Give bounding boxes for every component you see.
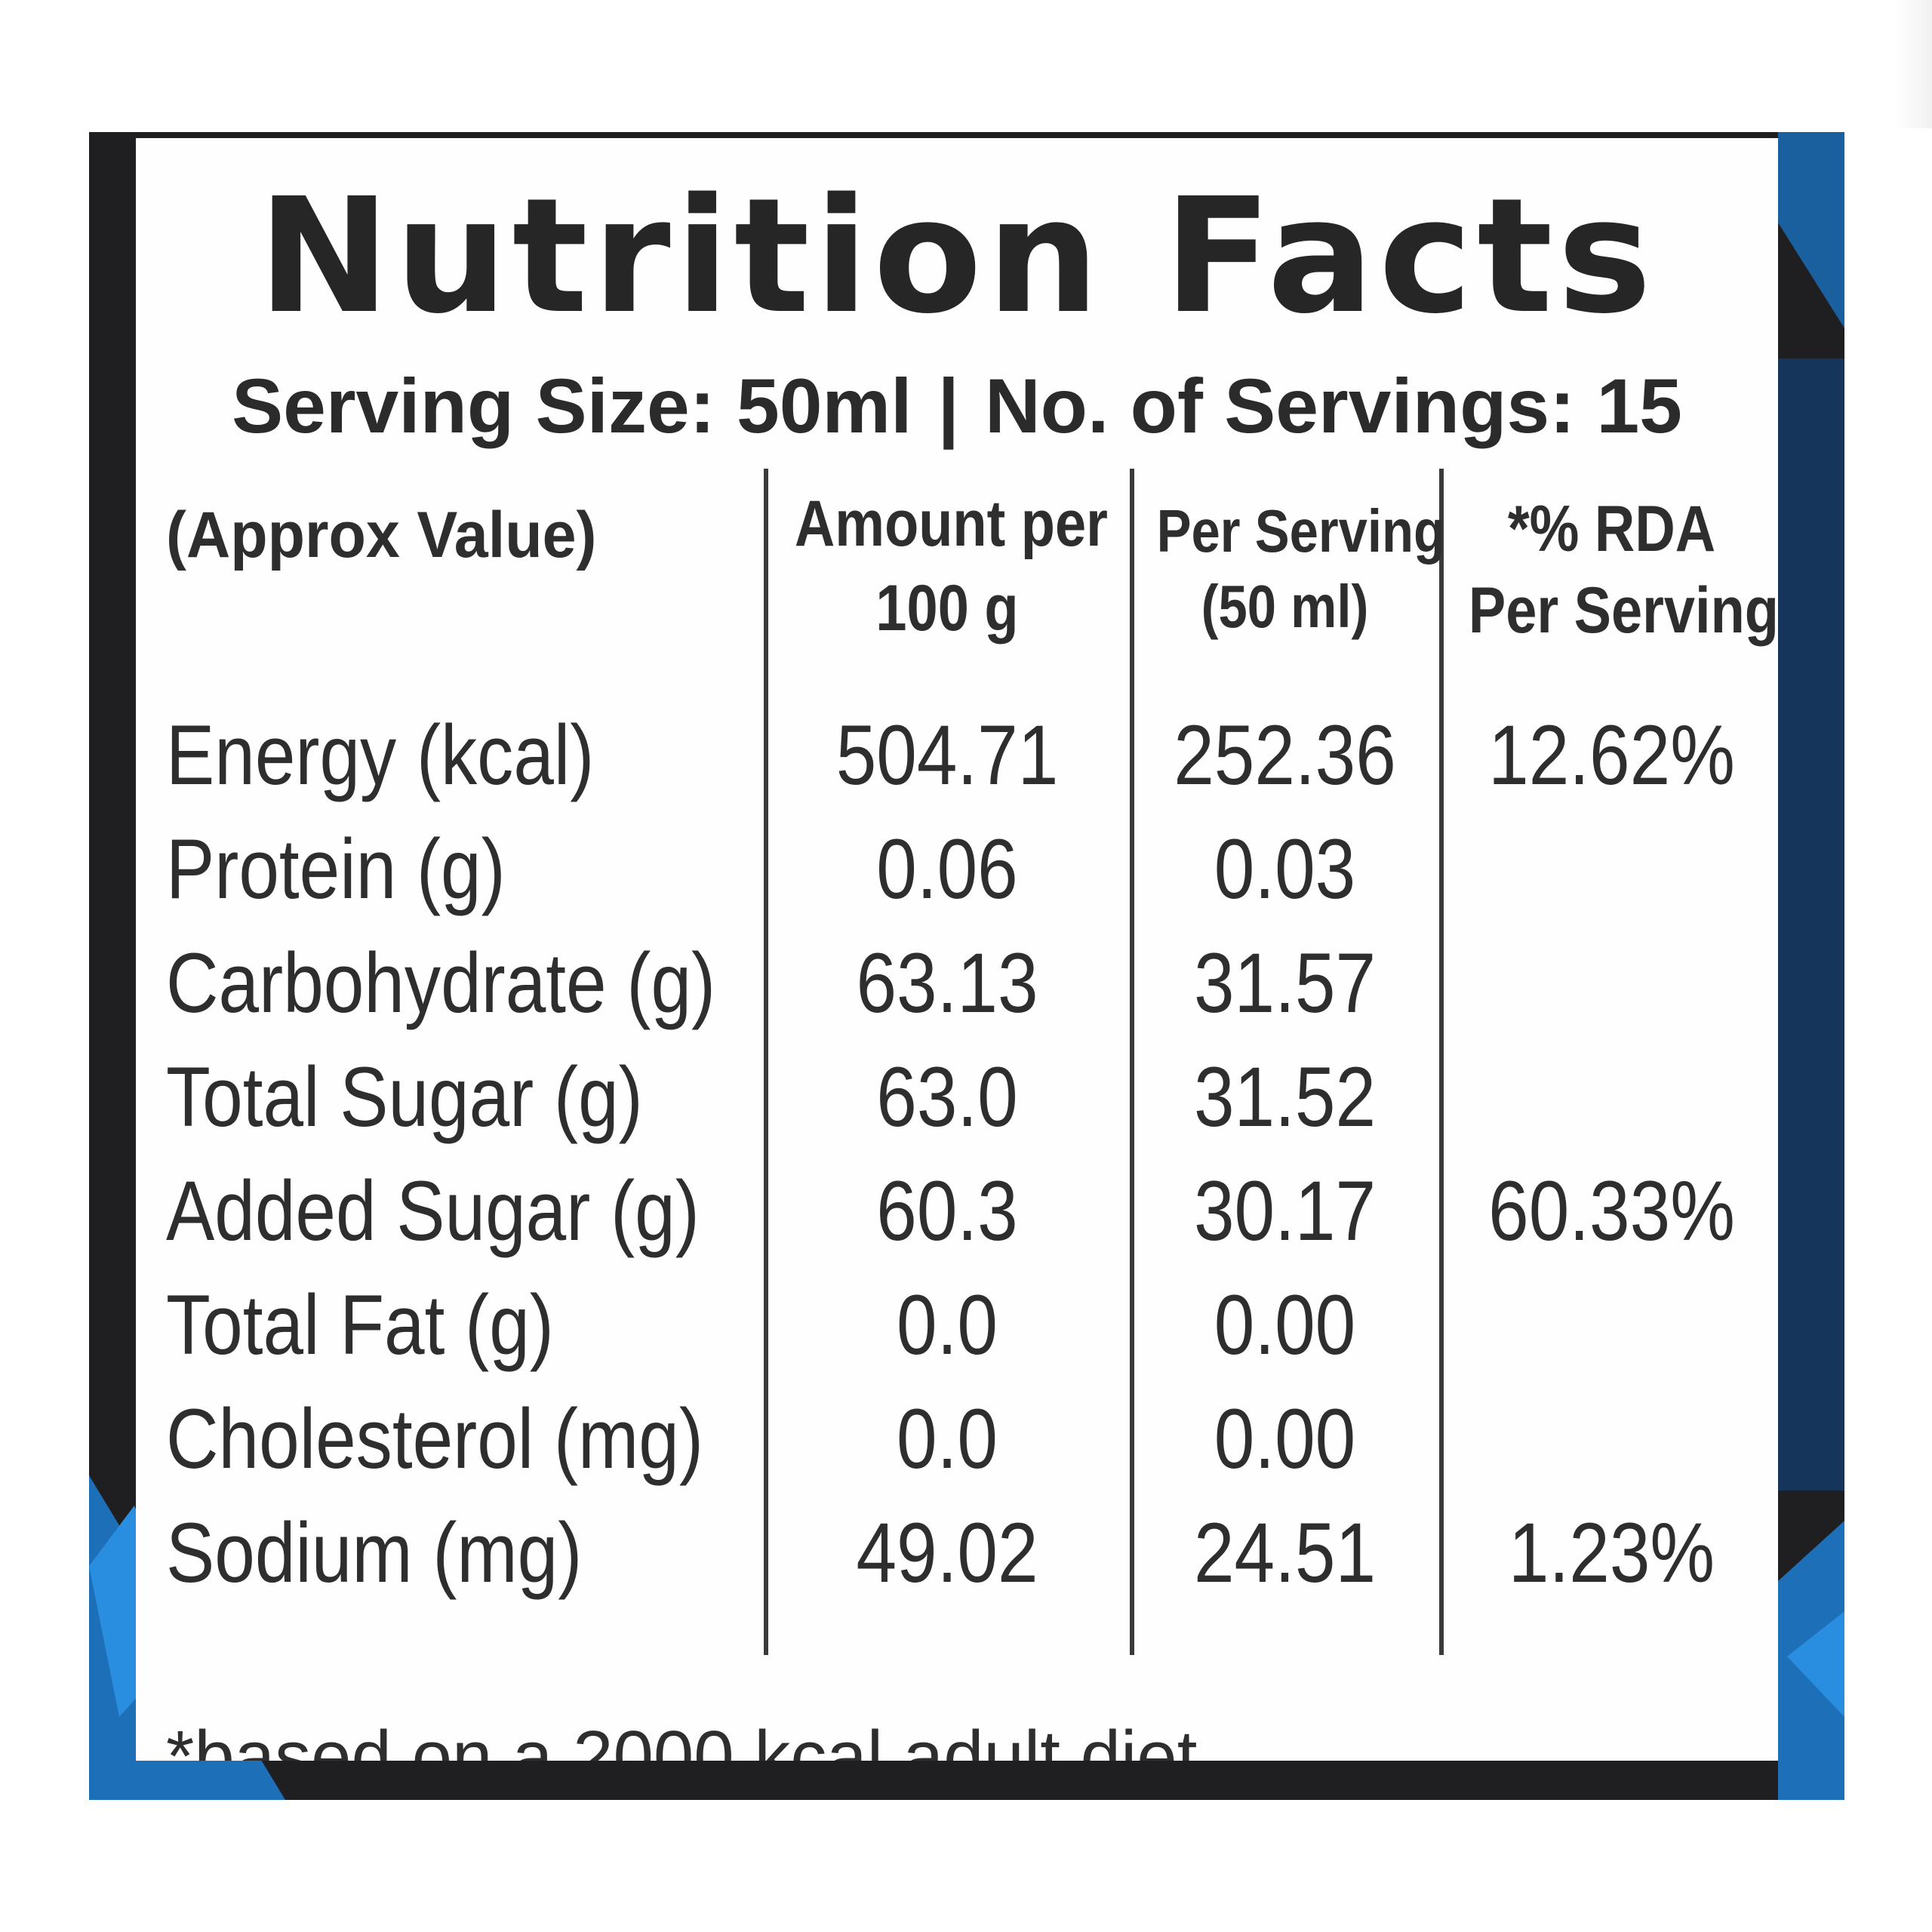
value-rda: 1.23% xyxy=(1508,1506,1715,1600)
value-per-serving: 0.00 xyxy=(1214,1392,1356,1486)
value-per-100g: 60.3 xyxy=(876,1164,1018,1258)
footnote: *based on a 2000 kcal adult diet xyxy=(166,1716,1198,1761)
value-per-100g: 63.13 xyxy=(856,936,1038,1030)
background-edge xyxy=(1894,0,1932,128)
header-rda-line2: Per Serving xyxy=(1468,574,1778,647)
value-per-serving: 0.03 xyxy=(1214,822,1356,916)
value-per-serving: 30.17 xyxy=(1193,1164,1377,1258)
value-per-100g: 0.06 xyxy=(876,822,1018,916)
nutrient-name: Sodium (mg) xyxy=(166,1506,583,1600)
label-title: Nutrition Facts xyxy=(257,164,1657,349)
value-per-serving: 31.52 xyxy=(1193,1050,1377,1144)
header-rda-line1: *% RDA xyxy=(1507,493,1716,565)
nutrient-name: Added Sugar (g) xyxy=(166,1164,700,1258)
nutrient-name: Cholesterol (mg) xyxy=(166,1392,703,1486)
value-per-serving: 24.51 xyxy=(1193,1506,1377,1600)
value-per-serving: 31.57 xyxy=(1193,936,1377,1030)
column-divider xyxy=(764,469,768,1655)
value-per-100g: 49.02 xyxy=(856,1506,1038,1600)
header-per-100g-line1: Amount per xyxy=(794,488,1108,560)
serving-info: Serving Size: 50ml | No. of Servings: 15 xyxy=(136,357,1778,455)
package-frame: Nutrition Facts Serving Size: 50ml | No. o… xyxy=(89,132,1844,1800)
value-per-100g: 504.71 xyxy=(835,708,1059,802)
column-divider xyxy=(1439,469,1444,1655)
header-per-serving-line2: (50 ml) xyxy=(1201,573,1369,640)
serving-separator: | xyxy=(937,363,960,449)
value-per-100g: 0.0 xyxy=(897,1278,998,1372)
header-approx-value: (Approx Value) xyxy=(166,499,597,571)
header-per-serving-line1: Per Serving xyxy=(1156,497,1446,565)
nutrient-name: Total Sugar (g) xyxy=(166,1050,643,1144)
value-per-serving: 252.36 xyxy=(1174,708,1396,802)
value-per-100g: 63.0 xyxy=(876,1050,1018,1144)
nutrition-label: Nutrition Facts Serving Size: 50ml | No. o… xyxy=(136,138,1778,1761)
nutrient-name: Total Fat (g) xyxy=(166,1278,554,1372)
column-divider xyxy=(1130,469,1134,1655)
header-per-100g-line2: 100 g xyxy=(875,572,1019,645)
nutrient-name: Energy (kcal) xyxy=(166,708,595,802)
value-rda: 60.33% xyxy=(1488,1164,1735,1258)
servings-count: No. of Servings: 15 xyxy=(985,363,1682,449)
value-per-100g: 0.0 xyxy=(897,1392,998,1486)
nutrient-name: Carbohydrate (g) xyxy=(166,936,716,1030)
serving-size: Serving Size: 50ml xyxy=(232,363,912,449)
value-rda: 12.62% xyxy=(1488,708,1735,802)
value-per-serving: 0.00 xyxy=(1214,1278,1356,1372)
nutrient-name: Protein (g) xyxy=(166,822,506,916)
